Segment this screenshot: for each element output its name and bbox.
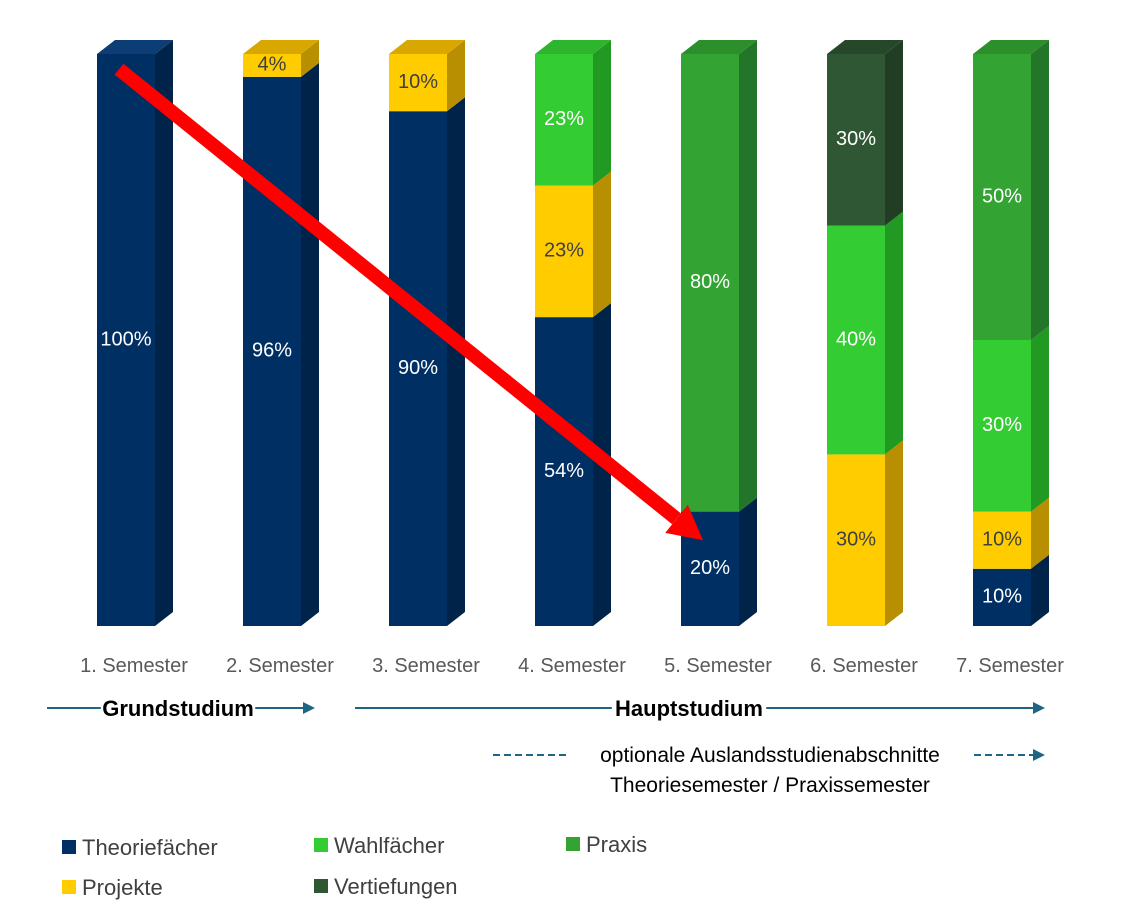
x-tick-label-2: 2. Semester [226, 655, 334, 677]
bar-theorief-cher-7 [973, 568, 1031, 626]
legend-swatch-praxis [566, 837, 580, 851]
bar-side-praxis-5 [739, 40, 757, 512]
bar-vertiefungen-6 [827, 54, 885, 226]
bar-top-4 [535, 40, 611, 54]
x-tick-label-7: 7. Semester [956, 655, 1064, 677]
legend-swatch-vertiefungen [314, 879, 328, 893]
bar-side-theorief-cher-1 [155, 40, 173, 626]
optional-note-line1: optionale Auslandsstudienabschnitte [600, 744, 940, 767]
legend-swatch-theorief-cher [62, 840, 76, 854]
legend-label-projekte: Projekte [82, 875, 163, 900]
bar-side-vertiefungen-6 [885, 40, 903, 226]
bar-theorief-cher-4 [535, 317, 593, 626]
bar-projekte-7 [973, 511, 1031, 569]
bar-side-wahlf-cher-6 [885, 211, 903, 455]
data-label-theorief-cher-3: 90% [398, 357, 438, 379]
data-label-projekte-7: 10% [982, 528, 1022, 550]
bar-side-theorief-cher-5 [739, 497, 757, 626]
bar-side-projekte-3 [447, 40, 465, 112]
bar-theorief-cher-3 [389, 111, 447, 626]
bar-side-projekte-6 [885, 440, 903, 626]
data-label-theorief-cher-5: 20% [690, 557, 730, 579]
bar-side-wahlf-cher-4 [593, 40, 611, 186]
data-label-theorief-cher-1: 100% [100, 328, 151, 350]
bar-top-2 [243, 40, 319, 54]
legend-label-praxis: Praxis [586, 832, 647, 857]
data-label-vertiefungen-6: 30% [836, 128, 876, 150]
bar-wahlf-cher-7 [973, 340, 1031, 512]
phase-arrow-head-grundstudium [303, 702, 315, 714]
phase-label-hauptstudium: Hauptstudium [615, 696, 763, 721]
data-label-wahlf-cher-7: 30% [982, 414, 1022, 436]
bar-praxis-7 [973, 54, 1031, 340]
data-label-theorief-cher-2: 96% [252, 340, 292, 362]
bar-side-projekte-4 [593, 171, 611, 318]
trend-arrow-head [665, 504, 703, 541]
bar-projekte-2 [243, 54, 301, 77]
bar-praxis-5 [681, 54, 739, 512]
bar-projekte-3 [389, 54, 447, 112]
optional-arrow-head [1033, 749, 1045, 761]
data-label-praxis-5: 80% [690, 271, 730, 293]
x-tick-label-3: 3. Semester [372, 655, 480, 677]
bar-top-7 [973, 40, 1049, 54]
bar-top-1 [97, 40, 173, 54]
optional-note-group: optionale Auslandsstudienabschnitte Theor… [493, 744, 1045, 797]
legend-group: Theoriefächer Wahlfächer Praxis Projekte Ver… [62, 832, 647, 900]
x-tick-labels-group: 1. Semester 2. Semester 3. Semester 4. Seme… [80, 655, 1064, 677]
bar-wahlf-cher-6 [827, 225, 885, 455]
bar-side-projekte-7 [1031, 497, 1049, 569]
x-tick-label-4: 4. Semester [518, 655, 626, 677]
bar-side-praxis-7 [1031, 40, 1049, 340]
legend-label-vertiefungen: Vertiefungen [334, 874, 458, 899]
legend-swatch-projekte [62, 880, 76, 894]
data-label-theorief-cher-7: 10% [982, 586, 1022, 608]
data-label-praxis-7: 50% [982, 185, 1022, 207]
legend-label-theorief-cher: Theoriefächer [82, 835, 218, 860]
phase-label-grundstudium: Grundstudium [102, 696, 254, 721]
legend-label-wahlf-cher: Wahlfächer [334, 833, 444, 858]
trend-arrow-shaft [114, 63, 681, 525]
bar-side-theorief-cher-7 [1031, 554, 1049, 626]
bar-top-5 [681, 40, 757, 54]
bar-wahlf-cher-4 [535, 54, 593, 186]
data-label-projekte-2: 4% [258, 54, 287, 76]
bar-side-theorief-cher-2 [301, 62, 319, 626]
data-label-projekte-3: 10% [398, 71, 438, 93]
optional-note-line2: Theoriesemester / Praxissemester [610, 774, 930, 797]
bar-projekte-6 [827, 454, 885, 626]
bar-theorief-cher-1 [97, 54, 155, 626]
phases-group: Grundstudium Hauptstudium [47, 696, 1045, 721]
x-tick-label-5: 5. Semester [664, 655, 772, 677]
phase-arrow-head-hauptstudium [1033, 702, 1045, 714]
data-label-projekte-6: 30% [836, 528, 876, 550]
bars-group [97, 40, 1049, 626]
data-label-projekte-4: 23% [544, 240, 584, 262]
trend-arrow-group [114, 63, 703, 541]
bar-side-projekte-2 [301, 40, 319, 77]
x-tick-label-6: 6. Semester [810, 655, 918, 677]
bar-top-3 [389, 40, 465, 54]
x-tick-label-1: 1. Semester [80, 655, 188, 677]
data-labels-group: 100% 96% 4% 90% 10% 54% 23% 23% 20% 80% 30% 40% 30% 1… [100, 54, 1022, 608]
bar-top-6 [827, 40, 903, 54]
bar-side-theorief-cher-3 [447, 97, 465, 626]
bar-side-wahlf-cher-7 [1031, 326, 1049, 512]
data-label-wahlf-cher-6: 40% [836, 328, 876, 350]
legend-swatch-wahlf-cher [314, 838, 328, 852]
bar-projekte-4 [535, 185, 593, 318]
data-label-wahlf-cher-4: 23% [544, 108, 584, 130]
data-label-theorief-cher-4: 54% [544, 460, 584, 482]
